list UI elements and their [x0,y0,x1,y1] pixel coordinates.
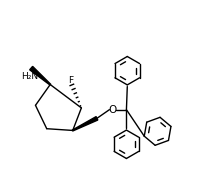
Polygon shape [30,66,50,85]
Polygon shape [72,117,98,131]
Text: F: F [68,76,73,85]
Text: H₂N: H₂N [22,72,39,81]
Text: O: O [108,105,117,115]
